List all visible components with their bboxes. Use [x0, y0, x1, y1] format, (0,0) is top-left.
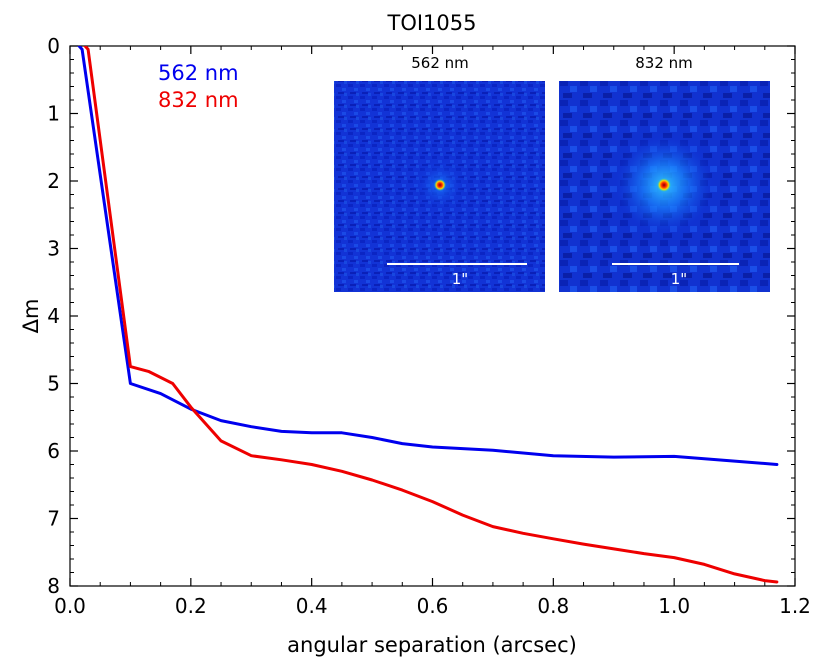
x-axis: 0.0 0.2 0.4 0.6 0.8 1.0 1.2 [54, 46, 811, 618]
y-axis: 0 1 2 3 4 5 6 7 8 [47, 34, 795, 598]
y-tick-label: 0 [47, 34, 60, 58]
inset-832nm-scale-label: 1" [671, 270, 687, 288]
x-tick-label: 0.6 [417, 594, 449, 618]
y-tick-label: 4 [47, 304, 60, 328]
inset-image-832nm: 832 nm 1" [559, 54, 770, 292]
inset-image-562nm: 562 nm 1" [334, 54, 545, 292]
x-tick-label: 1.2 [779, 594, 811, 618]
inset-title-832nm: 832 nm [635, 54, 693, 72]
y-tick-label: 1 [47, 102, 60, 126]
inset-562nm-scale-label: 1" [452, 270, 468, 288]
y-axis-title: Δm [19, 299, 43, 334]
series-line-832nm [83, 46, 779, 584]
legend: 562 nm 832 nm [158, 61, 239, 112]
inset-562nm-star [434, 179, 446, 191]
inset-title-562nm: 562 nm [411, 54, 469, 72]
x-axis-title: angular separation (arcsec) [287, 633, 577, 657]
y-tick-label: 7 [47, 507, 60, 531]
y-tick-label: 8 [47, 574, 60, 598]
x-tick-label: 0.2 [175, 594, 207, 618]
inset-832nm-star [657, 178, 671, 192]
y-tick-label: 2 [47, 169, 60, 193]
x-tick-label: 0.4 [296, 594, 328, 618]
y-tick-label: 3 [47, 237, 60, 261]
y-tick-label: 5 [47, 372, 60, 396]
x-tick-label: 1.0 [658, 594, 690, 618]
series-line-562nm [77, 46, 779, 466]
legend-label-832nm: 832 nm [158, 88, 239, 112]
series-layer [77, 46, 779, 584]
chart-title: TOI1055 [387, 11, 477, 35]
x-tick-label: 0.0 [54, 594, 86, 618]
x-tick-label: 0.8 [537, 594, 569, 618]
y-tick-label: 6 [47, 439, 60, 463]
legend-label-562nm: 562 nm [158, 61, 239, 85]
